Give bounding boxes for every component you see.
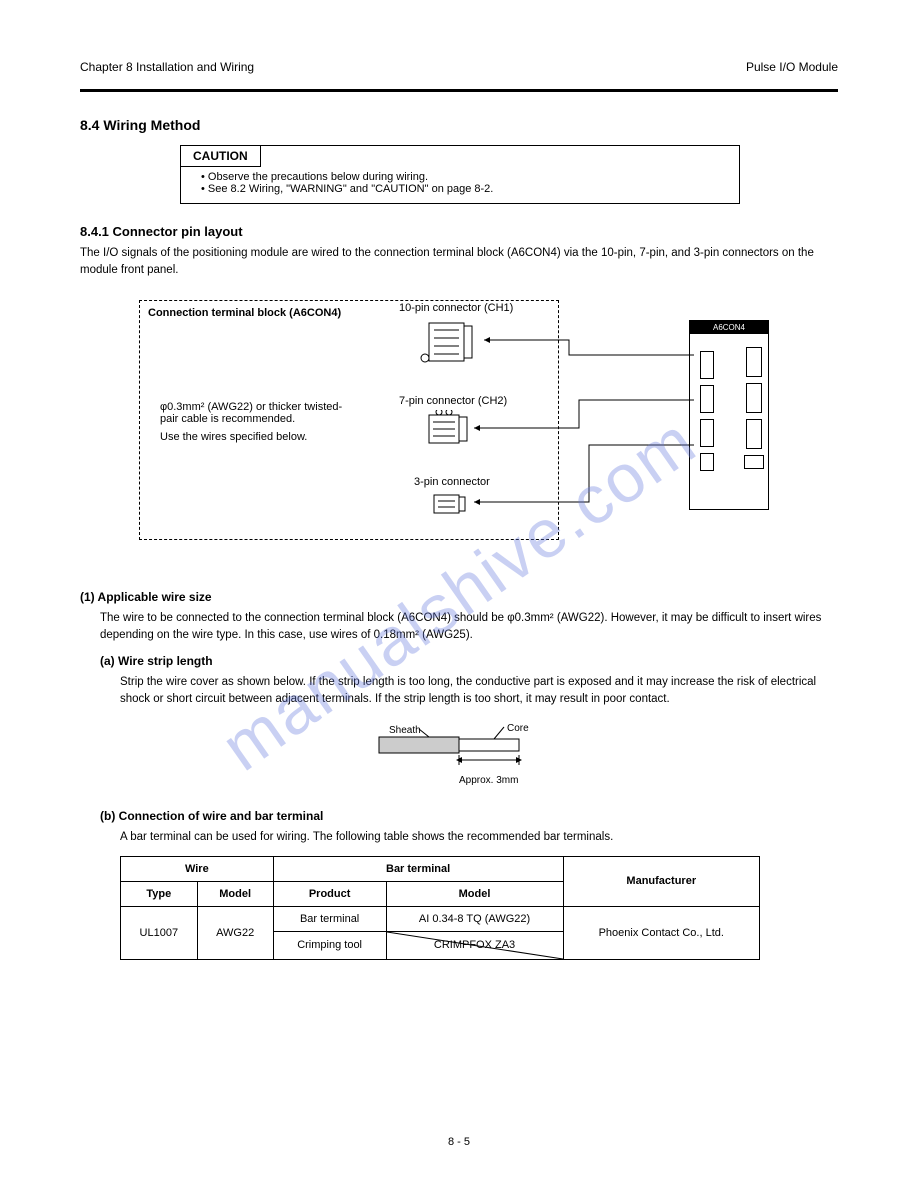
table-header: Bar terminal: [273, 856, 563, 881]
connector-diagram: Connection terminal block (A6CON4) φ0.3m…: [139, 290, 779, 570]
table-subheader: Model: [386, 881, 563, 906]
bar-terminal-title: (b) Connection of wire and bar terminal: [100, 809, 838, 823]
applicable-wire-title: (1) Applicable wire size: [80, 590, 838, 604]
table-cell: Phoenix Contact Co., Ltd.: [563, 906, 759, 959]
intro-paragraph: The I/O signals of the positioning modul…: [80, 245, 838, 280]
table-cell: AWG22: [197, 906, 273, 959]
caution-label: CAUTION: [181, 146, 261, 167]
caution-body: • Observe the precautions below during w…: [181, 167, 739, 203]
table-cell: UL1007: [121, 906, 198, 959]
caution-item: • See 8.2 Wiring, "WARNING" and "CAUTION…: [201, 183, 729, 195]
header-rule: [80, 89, 838, 92]
strip-length-title: (a) Wire strip length: [100, 654, 838, 668]
caution-item: • Observe the precautions below during w…: [201, 171, 729, 183]
caution-box: CAUTION • Observe the precautions below …: [180, 145, 740, 204]
header-chapter: Chapter 8 Installation and Wiring: [80, 60, 254, 74]
table-cell: Crimping tool: [273, 931, 386, 959]
core-label: Core: [507, 723, 529, 734]
section-title: 8.4 Wiring Method: [80, 117, 838, 133]
table-row: UL1007 AWG22 Bar terminal AI 0.34-8 TQ (…: [121, 906, 760, 931]
arrow-lines: [139, 290, 779, 570]
table-cell: Bar terminal: [273, 906, 386, 931]
table-subheader: Type: [121, 881, 198, 906]
page-header: Chapter 8 Installation and Wiring Pulse …: [80, 60, 838, 74]
table-cell-diagonal: CRIMPFOX ZA3: [386, 931, 563, 959]
wire-fig-labels: Sheath Core Approx. 3mm: [359, 729, 559, 789]
table-subheader: Model: [197, 881, 273, 906]
wire-paragraph: The wire to be connected to the connecti…: [100, 610, 838, 645]
table-header: Wire: [121, 856, 274, 881]
page-number: 8 - 5: [0, 1136, 918, 1148]
strip-paragraph: Strip the wire cover as shown below. If …: [120, 674, 838, 709]
page-root: Chapter 8 Installation and Wiring Pulse …: [0, 0, 918, 1188]
strip-dim: Approx. 3mm: [459, 775, 518, 786]
bar-terminal-table: Wire Bar terminal Manufacturer Type Mode…: [120, 856, 760, 960]
bar-paragraph: A bar terminal can be used for wiring. T…: [120, 829, 838, 846]
table-header: Manufacturer: [563, 856, 759, 906]
table-cell: AI 0.34-8 TQ (AWG22): [386, 906, 563, 931]
table-subheader: Product: [273, 881, 386, 906]
header-right: Pulse I/O Module: [746, 60, 838, 74]
sheath-label: Sheath: [389, 725, 421, 736]
subsection-title: 8.4.1 Connector pin layout: [80, 224, 838, 239]
table-row: Wire Bar terminal Manufacturer: [121, 856, 760, 881]
